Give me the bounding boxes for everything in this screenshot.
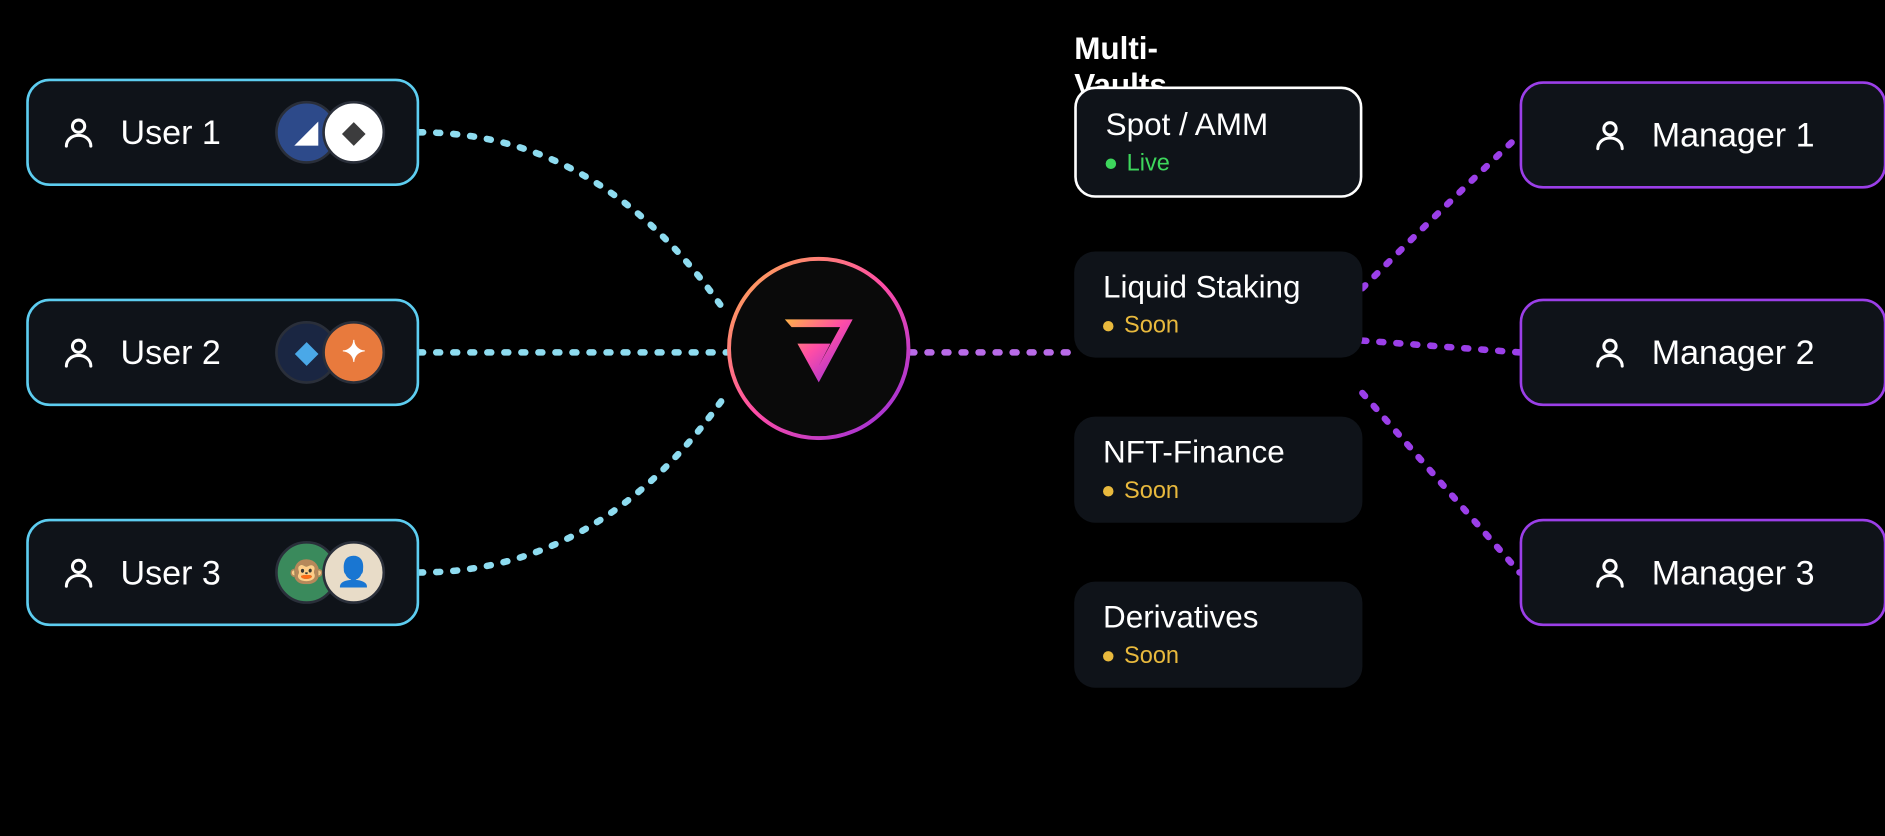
manager-label: Manager 2 xyxy=(1652,332,1815,373)
person-icon xyxy=(1591,117,1628,154)
user-label: User 3 xyxy=(121,552,221,593)
user-card-2: User 2 ◆✦ xyxy=(26,299,419,406)
manager-card-1: Manager 1 xyxy=(1520,81,1885,188)
vault-status: Soon xyxy=(1103,312,1334,340)
vault-card-4: Derivatives Soon xyxy=(1074,582,1362,688)
user-card-3: User 3 🐵👤 xyxy=(26,519,419,626)
person-icon xyxy=(60,554,97,591)
vault-card-2: Liquid Staking Soon xyxy=(1074,252,1362,358)
vault-status: Soon xyxy=(1103,642,1334,670)
user-label: User 2 xyxy=(121,332,221,373)
manager-label: Manager 3 xyxy=(1652,552,1815,593)
person-icon xyxy=(1591,334,1628,371)
vault-card-3: NFT-Finance Soon xyxy=(1074,417,1362,523)
token-pair: 🐵👤 xyxy=(275,541,385,604)
token-pair: ◆✦ xyxy=(275,321,385,384)
vault-title: NFT-Finance xyxy=(1103,435,1334,472)
person-icon xyxy=(60,114,97,151)
user-card-1: User 1 ◢◆ xyxy=(26,79,419,186)
manager-card-3: Manager 3 xyxy=(1520,519,1885,626)
center-logo xyxy=(727,257,910,440)
logo-icon xyxy=(770,300,867,397)
person-icon xyxy=(60,334,97,371)
vault-title: Derivatives xyxy=(1103,600,1334,637)
vault-status: Live xyxy=(1106,149,1331,177)
vault-card-1: Spot / AMM Live xyxy=(1074,86,1362,197)
user-label: User 1 xyxy=(121,112,221,153)
manager-card-2: Manager 2 xyxy=(1520,299,1885,406)
vault-title: Spot / AMM xyxy=(1106,107,1331,144)
vault-title: Liquid Staking xyxy=(1103,270,1334,307)
vault-status: Soon xyxy=(1103,477,1334,505)
token-pair: ◢◆ xyxy=(275,101,385,164)
manager-label: Manager 1 xyxy=(1652,115,1815,156)
person-icon xyxy=(1591,554,1628,591)
